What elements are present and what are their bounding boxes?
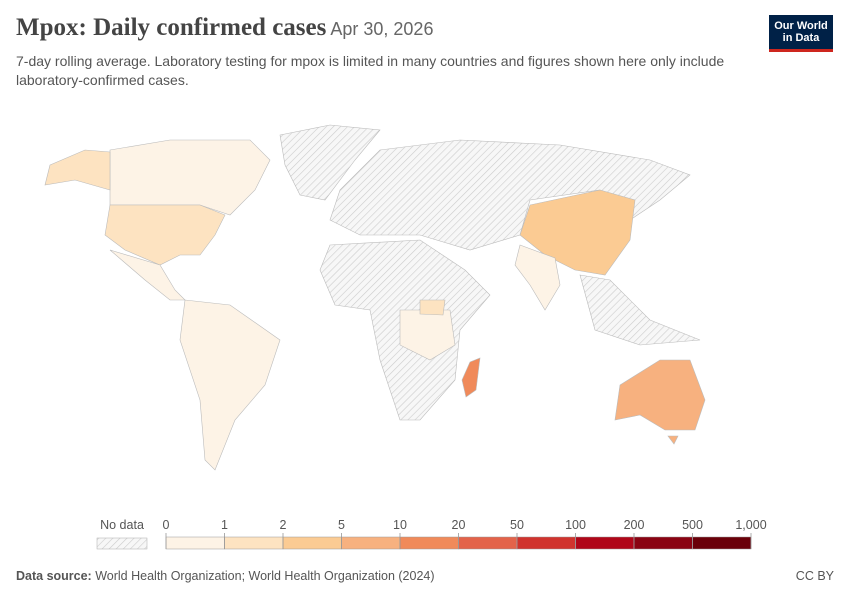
countries <box>44 124 706 471</box>
legend-tick-label: 5 <box>338 518 345 532</box>
date: Apr 30, 2026 <box>330 19 434 39</box>
title: Mpox: Daily confirmed cases <box>16 14 327 41</box>
south-sudan <box>419 299 446 316</box>
license: CC BY <box>795 569 834 583</box>
tasmania <box>667 435 679 445</box>
legend-bin <box>575 536 635 550</box>
alaska <box>44 149 111 191</box>
greenland <box>279 124 381 201</box>
legend-bin <box>692 536 752 550</box>
legend-bin <box>399 536 459 550</box>
south-america <box>179 299 281 471</box>
eurasia <box>329 139 691 251</box>
india <box>514 244 561 311</box>
subtitle: 7-day rolling average. Laboratory testin… <box>16 53 725 88</box>
legend-tick-label: 20 <box>452 518 466 532</box>
legend-tick-label: 0 <box>163 518 170 532</box>
china <box>519 189 636 276</box>
source-text: World Health Organization; World Health … <box>95 569 435 583</box>
title-block: Mpox: Daily confirmed cases Apr 30, 2026 <box>16 14 433 42</box>
madagascar <box>461 357 481 398</box>
legend-tick-label: 2 <box>280 518 287 532</box>
source-label: Data source: <box>16 569 92 583</box>
legend-bin <box>282 536 342 550</box>
southeast-asia <box>579 274 701 346</box>
source: Data source: World Health Organization; … <box>16 569 435 583</box>
legend-tick-label: 1 <box>221 518 228 532</box>
usa <box>104 204 226 266</box>
legend-bin <box>633 536 693 550</box>
legend-bin <box>516 536 576 550</box>
no-data-label: No data <box>100 518 144 532</box>
legend-bin <box>224 536 284 550</box>
legend-bin <box>165 536 225 550</box>
legend-bin <box>458 536 518 550</box>
legend-tick-label: 50 <box>510 518 524 532</box>
legend-tick-label: 500 <box>682 518 703 532</box>
legend-bin <box>341 536 401 550</box>
australia <box>614 359 706 431</box>
legend: 0 1 2 5 10 20 50 100 200 500 1,000 <box>163 518 767 550</box>
no-data-swatch <box>96 537 148 550</box>
canada <box>109 139 271 216</box>
logo[interactable]: Our World in Data <box>769 15 833 52</box>
legend-tick-label: 100 <box>565 518 586 532</box>
legend-tick-label: 200 <box>624 518 645 532</box>
legend-tick-label: 1,000 <box>735 518 766 532</box>
legend-tick-label: 10 <box>393 518 407 532</box>
